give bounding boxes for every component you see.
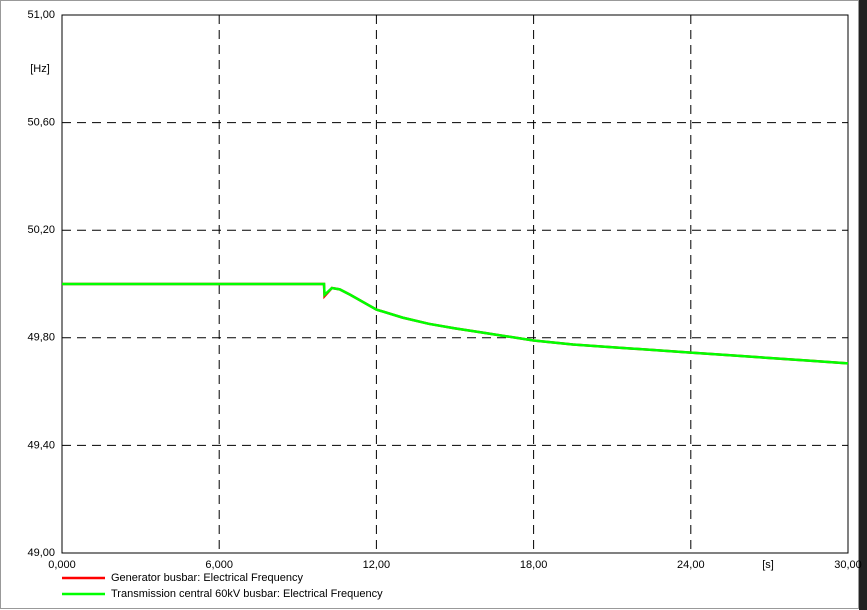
x-tick-label: 30,00 [834, 559, 862, 571]
series-line [62, 282, 849, 365]
y-tick-label: 50,60 [27, 117, 55, 129]
x-tick-label: 12,00 [363, 559, 391, 571]
x-tick-label: 6,000 [205, 559, 233, 571]
y-tick-label: 51,00 [27, 9, 55, 21]
y-tick-label: 50,20 [27, 224, 55, 236]
y-tick-label: 49,00 [27, 547, 55, 559]
y-tick-label: 49,80 [27, 332, 55, 344]
y-unit: [Hz] [30, 63, 50, 75]
window-edge [859, 0, 867, 610]
x-tick-label: 24,00 [677, 559, 705, 571]
x-tick-label: 18,00 [520, 559, 548, 571]
legend-label: Transmission central 60kV busbar: Electr… [111, 588, 383, 600]
x-unit: [s] [762, 559, 774, 571]
x-tick-label: 0,000 [48, 559, 76, 571]
legend-label: Generator busbar: Electrical Frequency [111, 572, 303, 584]
y-tick-label: 49,40 [27, 439, 55, 451]
